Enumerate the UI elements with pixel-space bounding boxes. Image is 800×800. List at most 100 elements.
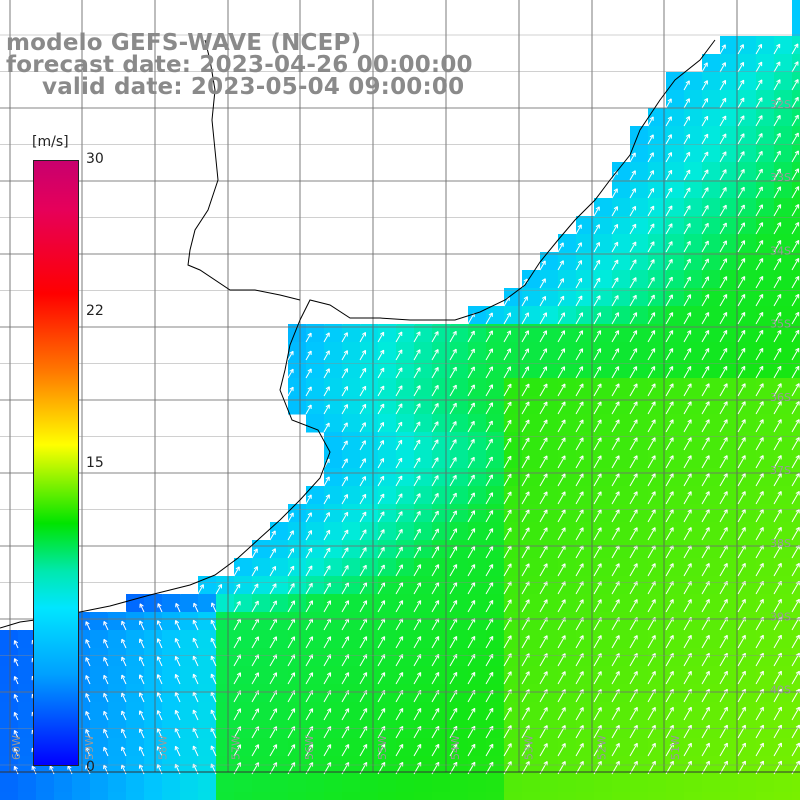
wind-speed-cell (792, 180, 800, 199)
wind-speed-cell (738, 342, 757, 361)
wind-arrow (539, 599, 548, 613)
wind-speed-cell (612, 594, 631, 613)
wind-arrow (557, 455, 566, 469)
wind-arrow (719, 491, 728, 505)
wind-speed-cell (738, 702, 757, 721)
wind-arrow (791, 490, 800, 505)
wind-arrow (755, 204, 763, 217)
wind-speed-cell (756, 504, 775, 523)
wind-speed-cell (144, 738, 163, 757)
wind-arrow (485, 743, 494, 757)
wind-speed-cell (594, 594, 613, 613)
wind-speed-cell (396, 378, 415, 397)
wind-speed-cell (414, 576, 433, 595)
wind-speed-cell (756, 162, 775, 181)
wind-speed-cell (504, 324, 523, 343)
wind-arrow (359, 547, 367, 559)
wind-arrow (85, 639, 91, 649)
lon-label: 58W (156, 735, 169, 760)
wind-speed-cell (540, 630, 559, 649)
wind-speed-cell (360, 342, 379, 361)
wind-speed-cell (774, 324, 793, 343)
wind-arrow (791, 275, 800, 289)
wind-arrow (575, 635, 584, 649)
wind-arrow (485, 599, 494, 613)
wind-arrow (503, 330, 511, 343)
wind-speed-cell (540, 522, 559, 541)
wind-speed-cell (648, 288, 667, 307)
wind-arrow (683, 509, 692, 523)
wind-arrow (377, 493, 385, 505)
wind-arrow (521, 635, 530, 649)
wind-speed-cell (396, 414, 415, 433)
wind-arrow (156, 638, 163, 649)
wind-speed-cell (648, 756, 667, 775)
wind-speed-cell (216, 756, 235, 775)
wind-arrow (395, 457, 403, 469)
wind-speed-cell (324, 360, 343, 379)
wind-speed-cell (774, 414, 793, 433)
wind-speed-cell (414, 522, 433, 541)
wind-arrow (719, 455, 728, 469)
wind-speed-cell (684, 684, 703, 703)
wind-speed-cell (576, 342, 595, 361)
wind-speed-cell (378, 468, 397, 487)
wind-arrow (737, 401, 746, 415)
wind-speed-cell (756, 234, 775, 253)
wind-arrow (665, 241, 673, 253)
wind-arrow (413, 582, 422, 595)
wind-arrow (269, 565, 277, 577)
wind-arrow (647, 670, 656, 685)
wind-speed-cell (378, 594, 397, 613)
wind-speed-cell (756, 54, 775, 73)
wind-arrow (341, 386, 349, 397)
wind-arrow (485, 384, 494, 397)
wind-speed-cell (738, 576, 757, 595)
wind-arrow (539, 725, 548, 739)
wind-speed-cell (756, 270, 775, 289)
wind-arrow (359, 314, 366, 325)
wind-speed-cell (756, 396, 775, 415)
wind-arrow (701, 455, 710, 469)
wind-arrow (251, 672, 260, 685)
wind-speed-cell (486, 450, 505, 469)
wind-speed-cell (666, 396, 685, 415)
wind-speed-cell (306, 522, 325, 541)
wind-arrow (611, 241, 619, 253)
wind-arrow (737, 634, 746, 649)
wind-speed-cell (738, 486, 757, 505)
wind-arrow (138, 674, 145, 685)
wind-speed-cell (594, 558, 613, 577)
wind-speed-cell (756, 486, 775, 505)
wind-speed-cell (594, 468, 613, 487)
wind-arrow (629, 312, 638, 325)
wind-arrow (449, 510, 457, 523)
wind-speed-cell (450, 738, 469, 757)
wind-speed-cell (414, 756, 433, 775)
wind-speed-cell (774, 612, 793, 631)
wind-arrow (701, 598, 710, 613)
wind-speed-cell (144, 756, 163, 775)
wind-speed-cell (576, 324, 595, 343)
wind-speed-cell (360, 612, 379, 631)
wind-arrow (539, 743, 548, 757)
wind-speed-cell (414, 612, 433, 631)
wind-speed-cell (198, 756, 217, 775)
wind-arrow (719, 115, 727, 127)
wind-speed-cell (540, 594, 559, 613)
wind-speed-cell (504, 468, 523, 487)
wind-arrow (647, 241, 655, 253)
wind-arrow (647, 383, 656, 397)
wind-speed-cell (774, 180, 793, 199)
wind-arrow (611, 366, 620, 379)
wind-arrow (755, 688, 764, 703)
wind-speed-cell (576, 792, 595, 800)
wind-speed-cell (414, 360, 433, 379)
wind-arrow (791, 742, 800, 757)
wind-speed-cell (612, 756, 631, 775)
wind-arrow (737, 258, 746, 271)
wind-arrow (449, 564, 458, 577)
wind-speed-cell (612, 540, 631, 559)
wind-arrow (647, 116, 654, 127)
wind-arrow (377, 440, 385, 451)
